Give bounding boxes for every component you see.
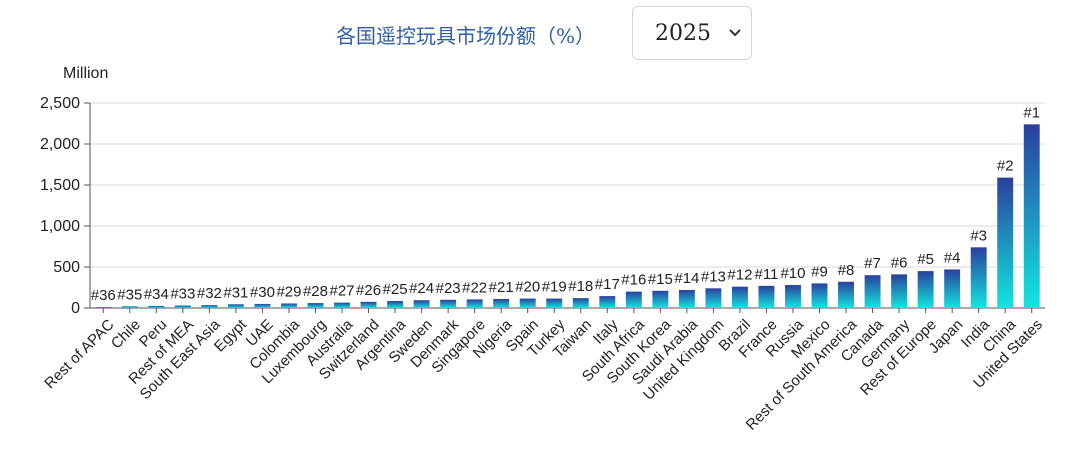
rank-label: #25	[383, 281, 408, 298]
rank-label: #30	[250, 284, 275, 301]
rank-label: #21	[489, 279, 514, 296]
rank-label: #4	[944, 249, 961, 266]
rank-label: #14	[674, 270, 699, 287]
rank-label: #3	[970, 227, 987, 244]
y-tick-label: 2,500	[40, 95, 80, 112]
x-tick-label: Rest of APAC	[41, 316, 117, 392]
bar	[838, 281, 854, 308]
y-tick-label: 0	[71, 300, 80, 317]
bar	[864, 275, 881, 308]
rank-label: #2	[997, 158, 1014, 175]
rank-label: #10	[780, 265, 805, 282]
bar	[625, 291, 642, 308]
rank-label: #28	[303, 283, 328, 300]
rank-label: #34	[144, 286, 169, 303]
rank-label: #36	[91, 287, 116, 304]
bar	[519, 298, 536, 308]
rank-label: #5	[917, 251, 934, 268]
y-tick-label: 2,000	[40, 136, 80, 153]
rank-label: #9	[811, 263, 828, 280]
rank-label: #19	[542, 279, 567, 296]
rank-label: #18	[568, 278, 593, 295]
bar	[254, 303, 271, 308]
bar	[811, 283, 828, 308]
rank-label: #16	[621, 272, 646, 289]
bar	[546, 298, 563, 308]
bar	[440, 299, 457, 308]
rank-label: #22	[462, 279, 487, 296]
bar	[281, 303, 297, 308]
rank-label: #35	[117, 286, 142, 303]
rank-label: #11	[754, 266, 778, 283]
rank-label: #7	[864, 255, 881, 272]
bar	[891, 274, 908, 308]
bar	[599, 296, 616, 308]
year-select-value: 2025	[655, 21, 711, 46]
bar	[652, 290, 669, 308]
bar	[413, 300, 430, 308]
bar	[201, 305, 218, 308]
rank-label: #29	[276, 283, 301, 300]
bar	[944, 269, 961, 308]
rank-label: #31	[223, 284, 248, 301]
bar	[970, 247, 987, 308]
rank-label: #15	[648, 271, 673, 288]
bar	[227, 304, 244, 308]
rank-label: #23	[436, 280, 461, 297]
chart-header: 各国遥控玩具市场份额（%） 2025	[0, 6, 1080, 62]
bar	[307, 303, 324, 308]
bar	[785, 285, 801, 308]
bar	[334, 302, 350, 308]
bar	[731, 286, 748, 308]
y-tick-label: 1,500	[40, 177, 80, 194]
rank-label: #17	[595, 276, 620, 293]
chevron-down-icon	[729, 29, 741, 37]
bar	[572, 298, 589, 308]
bar	[917, 271, 934, 308]
rank-label: #8	[838, 262, 855, 279]
bar	[705, 288, 722, 308]
bar	[95, 307, 112, 308]
bar	[678, 289, 695, 308]
x-tick-label: Chile	[108, 316, 144, 352]
rank-label: #13	[701, 268, 726, 285]
y-tick-label: 500	[53, 259, 80, 276]
bar	[997, 177, 1014, 308]
bar	[387, 301, 404, 308]
bar	[174, 305, 191, 308]
bar	[466, 299, 483, 308]
bar	[758, 285, 775, 308]
year-select[interactable]: 2025	[632, 6, 752, 60]
y-tick-label: 1,000	[40, 218, 80, 235]
rank-label: #24	[409, 280, 434, 297]
y-axis-unit-label: Million	[63, 65, 108, 82]
bar	[493, 298, 510, 308]
bar	[1023, 124, 1040, 308]
rank-label: #12	[727, 267, 752, 284]
bar	[360, 301, 377, 308]
bar	[121, 306, 138, 308]
rank-label: #32	[197, 285, 222, 302]
rank-label: #26	[356, 282, 381, 299]
bar	[148, 305, 165, 308]
chart-title: 各国遥控玩具市场份额（%）	[336, 24, 596, 48]
rank-label: #6	[891, 254, 908, 271]
rank-label: #27	[329, 283, 354, 300]
rank-label: #33	[170, 286, 195, 303]
rank-label: #1	[1023, 104, 1040, 121]
rank-label: #20	[515, 279, 540, 296]
